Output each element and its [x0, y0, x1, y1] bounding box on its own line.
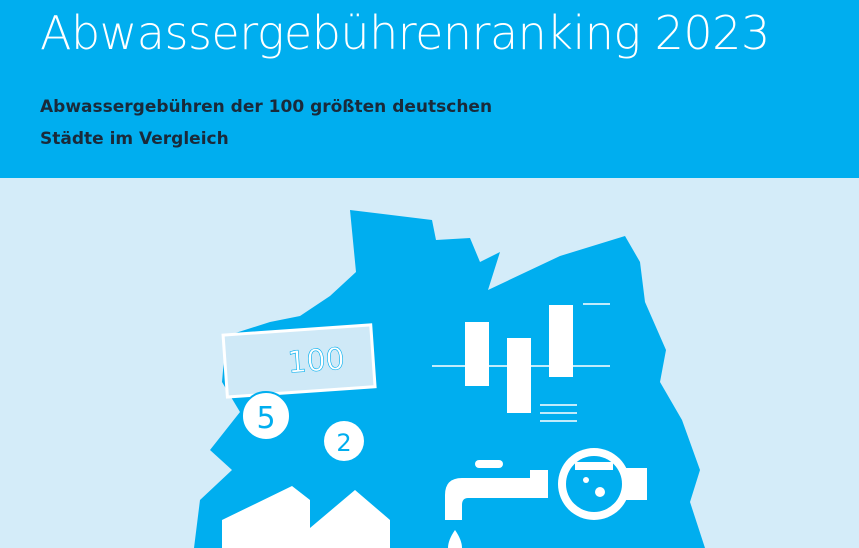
illustration: 100 5 2: [194, 210, 705, 548]
banknote-value: 100: [286, 342, 346, 381]
header: Abwassergebührenranking 2023 Abwassergeb…: [0, 0, 859, 178]
faucet-meter: [445, 448, 647, 548]
banknote: 100: [221, 323, 377, 399]
houses: [222, 486, 390, 548]
coin: [324, 421, 364, 461]
coin-value: 2: [336, 429, 351, 457]
subtitle: Abwassergebühren der 100 größten deutsch…: [40, 97, 493, 117]
chart-icon: [432, 303, 610, 422]
subtitle: Städte im Vergleich: [40, 129, 229, 149]
coin-value: 5: [256, 401, 275, 436]
title: Abwassergebührenranking 2023: [40, 6, 770, 60]
coin: [241, 391, 291, 441]
